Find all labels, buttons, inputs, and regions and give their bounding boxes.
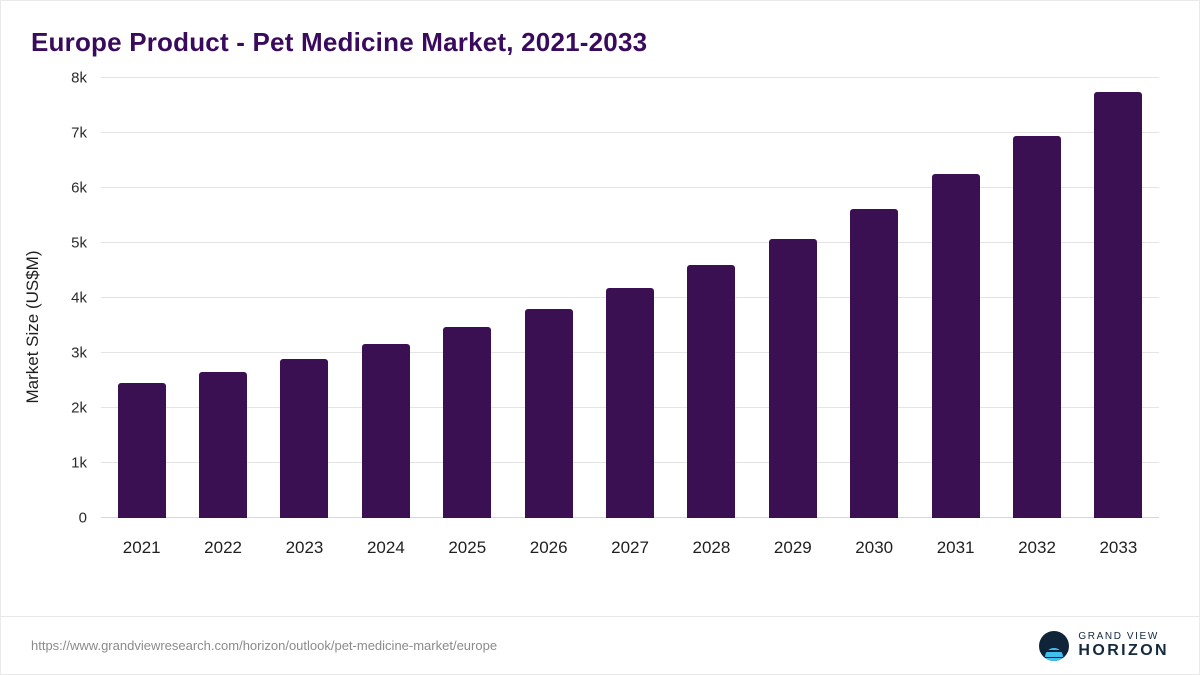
x-tick-label-2029: 2029 — [773, 538, 812, 557]
bar-2031 — [931, 174, 980, 518]
bar-column-2030 — [834, 78, 915, 518]
bar-2026 — [524, 309, 573, 518]
x-tick-label-2022: 2022 — [204, 538, 242, 557]
bar-2030 — [850, 208, 899, 518]
x-tick-label-2028: 2028 — [692, 538, 731, 557]
bar-column-2031 — [915, 78, 996, 518]
bar-column-2029 — [752, 78, 833, 518]
bar-column-2028 — [671, 78, 752, 518]
x-tick-label-2031: 2031 — [936, 538, 975, 557]
bar-2029 — [768, 238, 817, 518]
horizon-logo-icon — [1039, 630, 1070, 661]
y-tick-label: 1k — [71, 454, 87, 472]
y-tick-label: 7k — [71, 124, 87, 142]
y-tick-label: 0 — [78, 509, 87, 527]
logo-text: GRAND VIEW HORIZON — [1078, 631, 1169, 661]
x-axis-labels: 2021 2022 2023 2024 2025 2026 2027 2028 2029 2030… — [101, 538, 1159, 558]
source-url: https://www.grandviewresearch.com/horizo… — [31, 638, 498, 653]
gridline-6k — [101, 187, 1159, 188]
x-tick-label-2027: 2027 — [611, 538, 649, 557]
logo-line-grand-view: GRAND VIEW — [1078, 630, 1159, 642]
bar-column-2033 — [1078, 78, 1159, 518]
gridline-5k — [101, 242, 1159, 243]
bar-column-2026 — [508, 78, 589, 518]
x-tick-label-2030: 2030 — [855, 538, 894, 557]
bar-column-2032 — [996, 78, 1077, 518]
gridline-7k — [101, 132, 1159, 133]
bar-2023 — [280, 358, 329, 518]
x-tick-label-2033: 2033 — [1099, 538, 1138, 557]
bar-2022 — [199, 372, 248, 518]
y-tick-label: 8k — [71, 69, 87, 87]
y-tick-label: 3k — [71, 344, 87, 362]
bar-column-2025 — [427, 78, 508, 518]
bar-column-2022 — [182, 78, 263, 518]
x-tick-label-2024: 2024 — [366, 538, 405, 557]
plot-area: 0 1k 2k 3k 4k 5k 6k 7k 8k — [71, 70, 1159, 527]
x-tick-label-2021: 2021 — [122, 538, 161, 557]
bars-row — [101, 78, 1159, 518]
y-tick-label: 6k — [71, 179, 87, 197]
logo-line-horizon: HORIZON — [1078, 642, 1169, 660]
bar-column-2023 — [264, 78, 345, 518]
y-tick-label: 5k — [71, 234, 87, 252]
bar-2021 — [117, 383, 166, 518]
bar-column-2021 — [101, 78, 182, 518]
bar-2027 — [606, 288, 655, 518]
x-tick-label-2032: 2032 — [1018, 538, 1056, 557]
bar-column-2024 — [345, 78, 426, 518]
x-tick-label-2023: 2023 — [285, 538, 324, 557]
bar-column-2027 — [589, 78, 670, 518]
y-tick-label: 4k — [71, 289, 87, 307]
bar-2032 — [1012, 135, 1061, 518]
bar-2024 — [361, 343, 410, 518]
bar-2028 — [687, 265, 736, 518]
gridline-8k — [101, 77, 1159, 78]
footer: https://www.grandviewresearch.com/horizo… — [1, 616, 1199, 674]
chart-title: Europe Product - Pet Medicine Market, 20… — [31, 27, 648, 57]
bar-2033 — [1094, 91, 1143, 518]
bar-2025 — [443, 326, 492, 518]
x-tick-label-2026: 2026 — [529, 538, 568, 557]
grand-view-horizon-logo: GRAND VIEW HORIZON — [1039, 630, 1169, 661]
y-axis-label: Market Size (US$M) — [23, 250, 42, 404]
x-tick-label-2025: 2025 — [448, 538, 487, 557]
y-tick-label: 2k — [71, 399, 87, 417]
bar-chart: Market Size (US$M) 0 1k 2k 3k 4k 5k 6k 7k 8k 202… — [23, 70, 1159, 616]
